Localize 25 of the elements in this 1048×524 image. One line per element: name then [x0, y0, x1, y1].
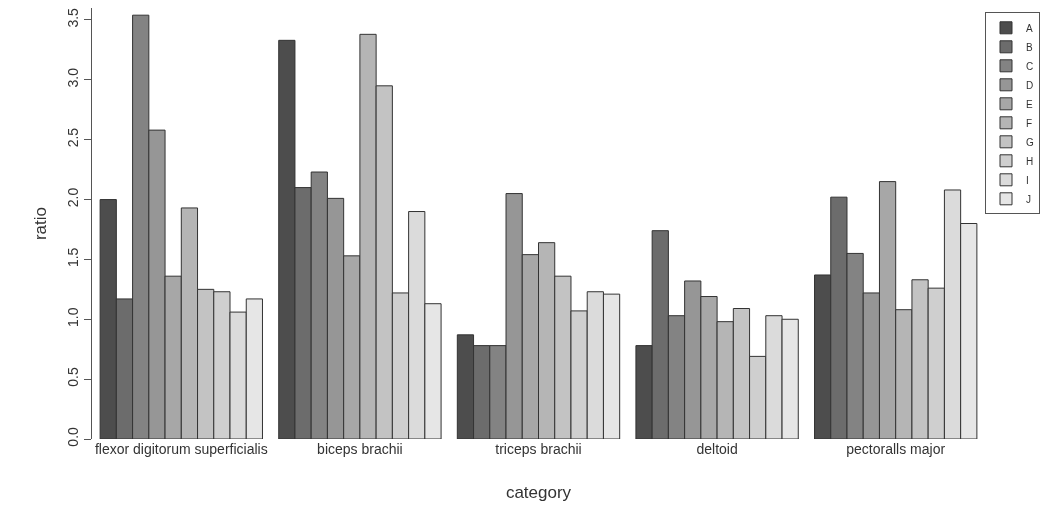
legend-label: J	[1026, 193, 1031, 205]
y-tick-label: 2.0	[65, 187, 82, 208]
x-tick-label: biceps brachii	[317, 441, 403, 457]
legend-label: H	[1026, 155, 1034, 167]
y-tick-label: 0.0	[65, 426, 82, 447]
legend-label: A	[1026, 22, 1033, 34]
legend-label: D	[1026, 79, 1034, 91]
x-tick-label: triceps brachii	[495, 441, 582, 457]
y-tick-label: 0.5	[65, 367, 82, 387]
legend-label: E	[1026, 98, 1033, 110]
y-tick-label: 1.0	[65, 307, 82, 327]
x-tick-label: deltoid	[696, 441, 738, 457]
legend-label: G	[1026, 136, 1034, 148]
legend-label: C	[1026, 60, 1034, 72]
x-tick-label: pectoralls major	[846, 441, 946, 457]
y-tick-label: 1.5	[65, 247, 82, 268]
y-tick-label: 2.5	[65, 127, 82, 148]
y-tick-label: 3.0	[65, 67, 82, 88]
y-axis-title: ratio	[30, 206, 50, 241]
legend-label: I	[1026, 174, 1029, 186]
x-tick-label: flexor digitorum superficialis	[94, 441, 268, 457]
legend-label: B	[1026, 41, 1033, 53]
legend-label: F	[1026, 117, 1033, 129]
x-axis-title: category	[505, 483, 572, 503]
y-tick-label: 3.5	[65, 7, 82, 28]
